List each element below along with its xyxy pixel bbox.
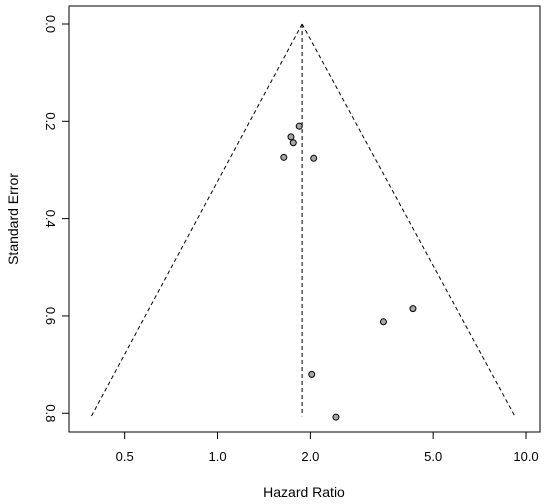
data-points	[280, 122, 417, 421]
x-axis: 0.5 1.0 2.0 5.0 10.0	[116, 432, 539, 464]
y-tick-label: 0.8	[43, 404, 58, 422]
study-point	[280, 153, 288, 161]
study-point	[310, 154, 318, 162]
x-tick-label: 0.5	[116, 449, 134, 464]
y-tick-label: 0.2	[43, 112, 58, 130]
study-point	[295, 122, 303, 130]
study-point	[289, 139, 297, 147]
funnel-right-line	[301, 23, 516, 417]
y-tick-label: 0.6	[43, 307, 58, 325]
study-point	[409, 305, 417, 313]
study-point	[308, 370, 316, 378]
x-tick-label: 5.0	[424, 449, 442, 464]
study-point	[332, 413, 340, 421]
y-tick-label: 0.4	[43, 210, 58, 228]
study-point	[287, 133, 295, 141]
funnel-lines	[90, 23, 516, 417]
x-axis-title: Hazard Ratio	[263, 484, 345, 500]
x-tick-label: 1.0	[208, 449, 226, 464]
plot-frame	[68, 5, 541, 433]
y-axis: 0.0 0.2 0.4 0.6 0.8	[43, 15, 69, 422]
y-tick-label: 0.0	[43, 15, 58, 33]
study-point	[379, 318, 387, 326]
x-tick-label: 10.0	[513, 449, 538, 464]
funnel-left-line	[90, 23, 303, 417]
x-tick-label: 2.0	[301, 449, 319, 464]
y-axis-title: Standard Error	[5, 173, 21, 265]
